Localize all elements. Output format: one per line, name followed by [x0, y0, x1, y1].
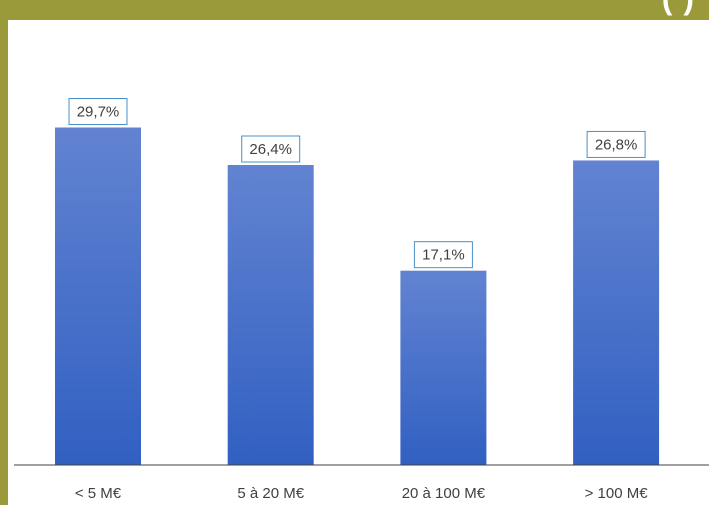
x-tick-label-3: 20 à 100 M€	[402, 485, 486, 502]
x-tick-label-2: 5 à 20 M€	[237, 485, 304, 502]
data-label-box-1	[68, 98, 128, 125]
bar-2	[227, 165, 314, 465]
x-tick-label-4: > 100 M€	[585, 485, 649, 502]
bars-group	[55, 127, 660, 466]
frame-left-border	[0, 0, 8, 505]
bar-3	[400, 270, 487, 465]
bar-4	[573, 160, 660, 466]
data-label-box-4	[586, 130, 646, 158]
data-label-3: 17,1%	[422, 247, 465, 264]
data-labels-group: 29,7% 26,4% 17,1% 26,8%	[68, 98, 646, 269]
header-band	[0, 0, 709, 20]
data-label-4: 26,8%	[595, 136, 638, 153]
data-label-box-2	[241, 135, 301, 163]
chart-title-fragment: ( )	[662, 0, 695, 17]
x-tick-label-1: < 5 M€	[75, 485, 122, 502]
data-label-box-3	[413, 241, 473, 269]
x-tick-labels-group: < 5 M€ 5 à 20 M€ 20 à 100 M€ > 100 M€	[75, 485, 648, 502]
data-label-2: 26,4%	[249, 141, 292, 158]
data-label-1: 29,7%	[77, 104, 120, 121]
bar-1	[55, 127, 141, 465]
